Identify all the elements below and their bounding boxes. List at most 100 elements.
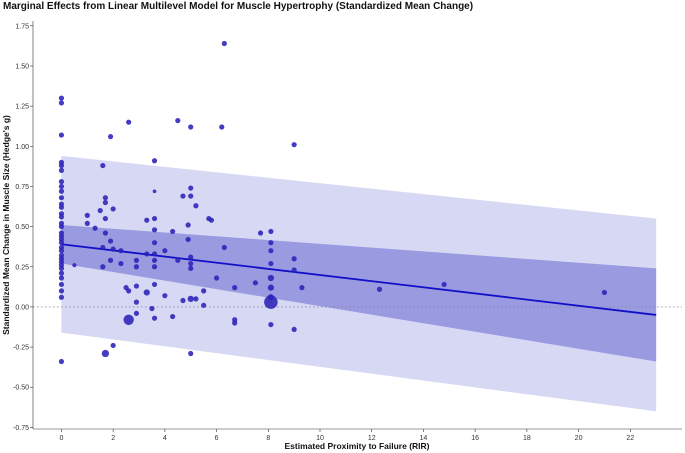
data-point [219,124,225,130]
data-point [151,281,158,288]
y-tick-label: -0.50 [13,385,29,392]
data-point [58,265,65,271]
data-point [268,228,274,235]
data-point [291,267,297,273]
data-point [107,257,114,263]
data-point [162,293,168,299]
data-point [144,217,150,223]
data-point [188,260,194,267]
data-point [175,117,181,124]
data-point [267,274,275,282]
data-point [58,183,65,190]
data-point [264,295,278,309]
data-point [149,305,155,312]
data-point [100,162,106,169]
data-point [180,193,186,199]
data-point [102,215,108,222]
data-point [170,313,176,320]
data-point [58,224,65,230]
chart-title: Marginal Effects from Linear Multilevel … [3,1,473,12]
data-point [58,100,65,106]
data-point [180,297,186,304]
data-point [267,284,275,291]
x-tick-label: 10 [316,435,324,442]
data-point [151,257,158,263]
data-point [97,207,103,214]
data-point [151,251,158,257]
data-point [151,158,158,164]
data-point [126,119,132,125]
data-point [291,142,297,148]
data-point [188,185,194,191]
data-point [58,195,65,201]
data-point [213,275,220,281]
data-point [188,265,194,271]
y-tick-label: 0.25 [15,264,29,271]
data-point [58,281,65,288]
data-point [110,246,116,252]
x-axis: 0 2 4 6 8 10 12 14 16 18 20 22 [33,428,682,442]
data-point [58,248,65,254]
data-point [101,349,110,358]
data-point [188,350,194,357]
data-point [58,167,65,173]
data-point [126,288,132,294]
data-point [58,358,65,365]
y-axis-title: Standardized Mean Change in Muscle Size … [1,115,11,335]
plot-area [33,21,682,429]
data-point [268,260,274,267]
data-point [110,206,116,212]
data-point [143,289,150,296]
x-tick-label: 6 [215,435,219,442]
data-point [110,342,116,349]
data-point [58,275,65,281]
data-point [118,248,124,254]
data-point [58,132,65,138]
y-tick-label: 0.00 [15,304,29,311]
y-tick-label: 1.50 [15,63,29,70]
data-point [133,299,140,305]
data-point [201,302,207,308]
fit-line-layer [61,243,657,316]
data-point [187,295,194,303]
y-tick-label: 0.50 [15,224,29,231]
data-point [268,240,274,246]
data-point [441,281,447,288]
data-point [221,40,227,47]
data-point [151,315,158,321]
data-point [252,280,258,286]
x-tick-label: 16 [471,435,479,442]
data-point [102,195,108,201]
data-point [268,248,274,254]
data-point [144,251,150,257]
data-point [58,214,65,220]
data-point [100,244,106,251]
data-point [72,263,77,268]
data-point [58,179,65,185]
y-tick-label: 1.25 [15,104,29,111]
x-tick-label: 18 [523,435,531,442]
y-tick-label: 1.75 [15,23,29,30]
data-point [133,264,140,270]
data-point [208,217,215,223]
data-point [193,296,199,302]
data-point [151,240,158,246]
data-point [107,134,114,140]
y-tick-label: 1.00 [15,144,29,151]
data-point [188,124,194,130]
data-point [152,189,157,194]
data-point [102,199,108,206]
data-point [175,257,181,263]
data-point [188,254,194,260]
data-point [170,228,176,235]
data-point [100,264,106,270]
data-point [201,288,207,294]
x-tick-label: 14 [420,435,428,442]
data-point [58,288,65,294]
points-layer [58,40,608,365]
data-point [601,289,608,296]
data-point [58,270,65,276]
x-tick-label: 12 [368,435,376,442]
data-point [376,286,383,292]
data-point [58,95,65,101]
